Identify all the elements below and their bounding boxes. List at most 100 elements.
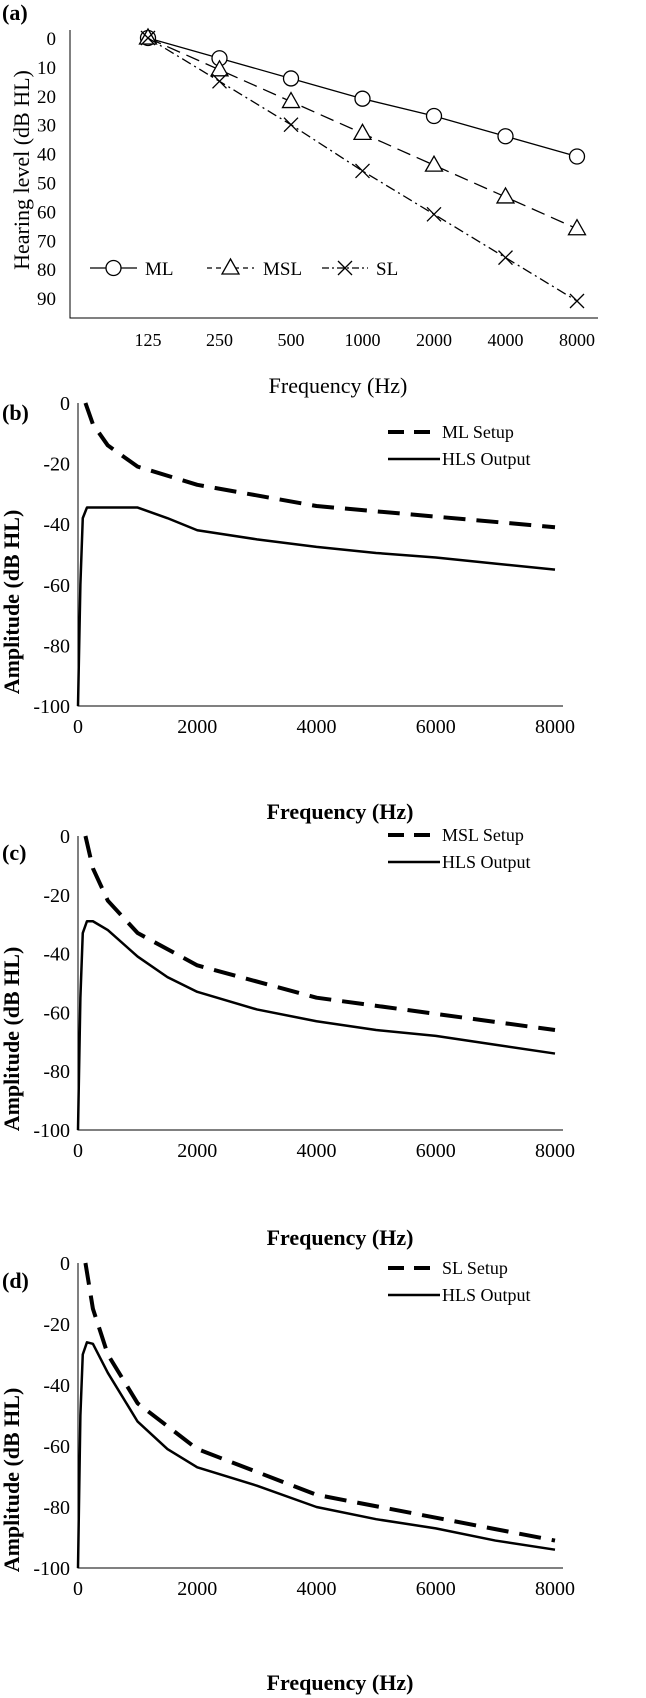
data-point-legend-msl: [220, 257, 241, 275]
x-tick-label: 8000: [535, 1578, 575, 1600]
y-tick-label: -80: [43, 635, 70, 657]
y-tick-label: -20: [43, 1314, 70, 1336]
panel-c-y-axis-label: Amplitude (dB HL): [0, 947, 24, 1132]
panel-d-letter: (d): [2, 1268, 29, 1293]
y-tick-label: 80: [37, 260, 56, 281]
panel-a-x-axis-label: Frequency (Hz): [269, 373, 408, 398]
x-tick-label: 1000: [345, 330, 381, 350]
data-point-msl: [567, 218, 587, 236]
legend-label-sl: SL: [376, 259, 398, 280]
x-tick-label: 4000: [488, 330, 524, 350]
x-tick-label: 250: [206, 330, 233, 350]
data-point-msl: [495, 186, 516, 204]
y-tick-label: 40: [37, 145, 56, 166]
legend-label-msl: MSL: [263, 259, 302, 280]
y-tick-label: 0: [60, 1253, 70, 1275]
data-point-ml: [497, 128, 514, 145]
panel-d-y-axis-label: Amplitude (dB HL): [0, 1388, 24, 1573]
data-point-ml: [425, 107, 443, 125]
data-point-msl: [424, 154, 444, 172]
panel-c-x-axis-label: Frequency (Hz): [267, 1225, 414, 1250]
panel-c-letter: (c): [2, 840, 26, 865]
data-point-sl: [569, 293, 585, 309]
y-tick-label: 60: [37, 202, 56, 223]
legend-label: SL Setup: [442, 1258, 508, 1278]
y-tick-label: -40: [43, 1375, 70, 1397]
x-tick-label: 0: [73, 716, 83, 738]
x-tick-label: 125: [135, 330, 162, 350]
x-tick-label: 6000: [416, 716, 456, 738]
x-tick-label: 2000: [416, 330, 452, 350]
panel-a-y-axis-label: Hearing level (dB HL): [9, 70, 34, 270]
y-tick-label: 0: [60, 826, 70, 848]
x-tick-label: 500: [278, 330, 305, 350]
data-point-sl: [498, 250, 513, 266]
x-tick-label: 6000: [416, 1578, 456, 1600]
y-tick-label: 10: [37, 58, 56, 79]
legend-label: ML Setup: [442, 422, 514, 442]
legend-label: HLS Output: [442, 1285, 531, 1305]
y-tick-label: 0: [47, 29, 57, 50]
y-tick-label: -100: [33, 1558, 70, 1580]
x-tick-label: 2000: [177, 1578, 217, 1600]
x-tick-label: 2000: [177, 1140, 217, 1162]
data-point-msl: [281, 91, 301, 109]
y-tick-label: 20: [37, 87, 56, 108]
y-tick-label: 30: [37, 116, 56, 137]
y-tick-label: -20: [43, 885, 70, 907]
panel-a-axes: [69, 30, 598, 319]
data-point-sl: [283, 117, 299, 133]
legend-label: MSL Setup: [442, 825, 524, 845]
x-tick-label: 8000: [535, 1140, 575, 1162]
y-tick-label: -60: [43, 1436, 70, 1458]
y-tick-label: -40: [43, 944, 70, 966]
y-tick-label: -80: [43, 1061, 70, 1083]
y-tick-label: -40: [43, 514, 70, 536]
data-point-sl: [355, 163, 370, 179]
panel-b-letter: (b): [2, 400, 29, 425]
data-point-msl: [352, 123, 373, 141]
x-tick-label: 0: [73, 1140, 83, 1162]
y-tick-label: -60: [43, 1002, 70, 1024]
x-tick-label: 0: [73, 1578, 83, 1600]
legend-label-ml: ML: [145, 259, 174, 280]
series-line-sl: [147, 37, 578, 302]
x-tick-label: 4000: [297, 1578, 337, 1600]
y-tick-label: -100: [33, 1120, 70, 1142]
axes: [77, 836, 563, 1131]
panel-a-letter: (a): [2, 0, 28, 25]
y-tick-label: -60: [43, 575, 70, 597]
setup-curve: [83, 402, 556, 530]
x-tick-label: 4000: [297, 716, 337, 738]
panel-d-chart: (d) 0-20-40-60-80-1000 2000 4000 6000 8000SL…: [0, 1253, 575, 1695]
data-point-ml: [568, 148, 586, 165]
panel-b-chart: (b) 0-20-40-60-80-1000 2000 4000 6000 8000ML…: [0, 393, 575, 824]
panel-a-chart: (a) 0 10 20 30 40 50 60 70 80 90 125 250 500 1000 2000…: [2, 0, 598, 398]
y-tick-label: -80: [43, 1497, 70, 1519]
y-tick-label: 70: [37, 231, 56, 252]
hls-output-curve: [76, 920, 556, 1131]
x-tick-label: 2000: [177, 716, 217, 738]
data-point-legend-sl: [337, 260, 353, 276]
panel-b-x-axis-label: Frequency (Hz): [267, 799, 414, 824]
data-point-sl: [140, 30, 156, 46]
y-tick-label: 0: [60, 393, 70, 415]
x-tick-label: 8000: [535, 716, 575, 738]
y-tick-label: 50: [37, 174, 56, 195]
data-point-msl: [209, 59, 230, 77]
legend-label: HLS Output: [442, 449, 531, 469]
x-tick-label: 4000: [297, 1140, 337, 1162]
legend-label: HLS Output: [442, 852, 531, 872]
panel-c-chart: (c) 0-20-40-60-80-1000 2000 4000 6000 8000MS…: [0, 825, 575, 1250]
y-tick-label: 90: [37, 289, 56, 310]
x-tick-label: 8000: [559, 330, 595, 350]
hls-output-curve: [76, 506, 556, 707]
data-point-sl: [212, 73, 227, 89]
setup-curve: [83, 835, 556, 1033]
y-tick-label: -20: [43, 454, 70, 476]
data-point-ml: [354, 90, 371, 107]
